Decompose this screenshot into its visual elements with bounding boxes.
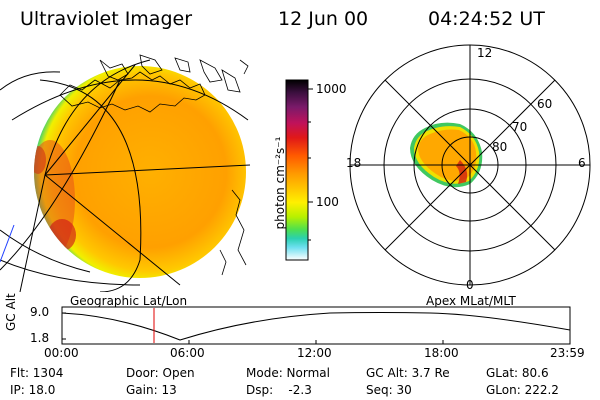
altitude-ylabel: GC Alt <box>4 293 18 331</box>
info-flt: Flt: 1304 <box>10 366 64 380</box>
altitude-xtick-1800: 18:00 <box>424 346 459 360</box>
altitude-xtick-2359: 23:59 <box>550 346 585 360</box>
info-glat: GLat: 80.6 <box>486 366 549 380</box>
apex-title: Apex MLat/MLT <box>426 294 516 308</box>
mlt-label-12: 12 <box>477 46 493 60</box>
altitude-curve <box>61 312 571 341</box>
colorbar-tick-1000: 1000 <box>316 82 347 96</box>
auroral-oval <box>410 122 483 188</box>
coastlines <box>59 54 249 276</box>
latlon-grid <box>0 59 251 292</box>
altitude-plot <box>61 306 571 345</box>
date-label: 12 Jun 00 <box>278 8 369 30</box>
mlt-label-6: 6 <box>578 156 586 170</box>
mlt-label-18: 18 <box>346 156 362 170</box>
altitude-xtick-0600: 06:00 <box>170 346 205 360</box>
lat-label-80: 80 <box>492 140 508 154</box>
earth-disk <box>34 66 246 278</box>
instrument-title: Ultraviolet Imager <box>20 8 193 30</box>
altitude-ytick-9: 9.0 <box>30 305 50 319</box>
info-gc-alt: GC Alt: 3.7 Re <box>366 366 450 380</box>
altitude-xtick-1200: 12:00 <box>297 346 332 360</box>
info-gain: Gain: 13 <box>126 383 177 397</box>
info-seq: Seq: 30 <box>366 383 412 397</box>
info-door: Door: Open <box>126 366 195 380</box>
polar-plot <box>349 44 591 286</box>
info-dsp: Dsp: -2.3 <box>246 383 312 397</box>
colorbar-unit-label: photon cm⁻²s⁻¹ <box>273 136 287 230</box>
geographic-image <box>0 54 251 292</box>
geographic-title: Geographic Lat/Lon <box>70 294 188 308</box>
info-ip: IP: 18.0 <box>10 383 56 397</box>
altitude-xtick-0000: 00:00 <box>44 346 79 360</box>
info-mode: Mode: Normal <box>246 366 330 380</box>
time-label: 04:24:52 UT <box>428 8 545 30</box>
lat-label-60: 60 <box>537 97 553 111</box>
colorbar-tick-100: 100 <box>316 195 339 209</box>
lat-label-70: 70 <box>512 120 528 134</box>
info-glon: GLon: 222.2 <box>486 383 559 397</box>
colorbar-scale <box>285 79 309 261</box>
mlt-label-0: 0 <box>466 278 474 292</box>
colorbar <box>285 79 313 261</box>
altitude-ytick-1.8: 1.8 <box>30 331 50 345</box>
